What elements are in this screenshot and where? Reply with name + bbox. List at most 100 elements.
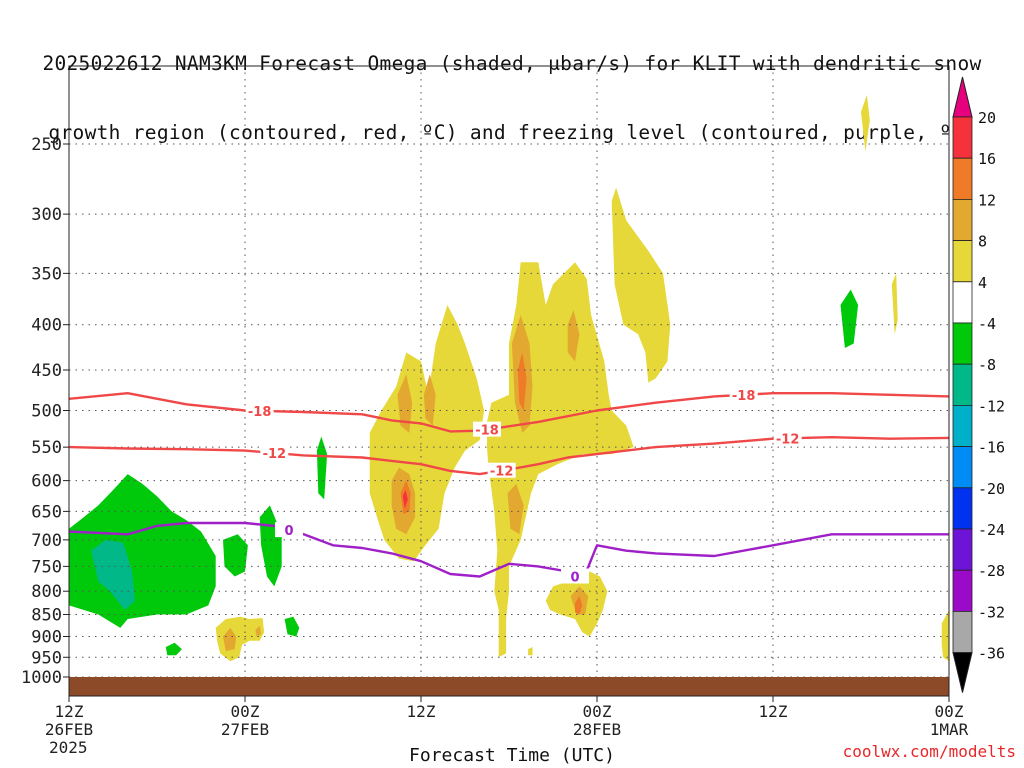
colorbar-swatch-1 <box>952 116 973 159</box>
colorbar-label: 20 <box>978 109 996 127</box>
plot-border <box>68 65 950 697</box>
title-line-2: growth region (contoured, red, ºC) and f… <box>48 121 976 144</box>
x-tick-label: 1MAR <box>930 720 969 739</box>
contour-label--12: -12 <box>263 447 287 462</box>
contour-label-0: 0 <box>570 571 579 586</box>
omega-region-4 <box>316 436 328 500</box>
colorbar-swatch-4 <box>952 240 973 283</box>
y-tick-label: 950 <box>31 648 62 668</box>
omega-shading <box>69 94 949 662</box>
contour-label-bg <box>561 568 589 584</box>
contour-label-bg <box>275 522 303 538</box>
omega-region-12 <box>215 616 265 662</box>
omega-region-18 <box>397 374 413 433</box>
omega-region-22 <box>507 483 524 535</box>
colorbar-label: -28 <box>978 562 1005 580</box>
omega-region-23 <box>223 627 237 652</box>
omega-region-14 <box>891 273 898 335</box>
y-tick-label: 500 <box>31 402 62 422</box>
colorbar-swatch-7 <box>952 363 973 406</box>
colorbar: 20 16 12 8 4 -4 -8 -12 -16 -20 -24 -28 -32 -36 <box>952 76 1005 693</box>
colorbar-swatch-12 <box>952 569 973 612</box>
colorbar-swatch-5 <box>952 281 973 324</box>
contour-label-bg <box>473 421 501 437</box>
omega-region-8 <box>369 305 485 562</box>
y-tick-label: 400 <box>31 316 62 336</box>
x-tick-label: 28FEB <box>573 720 621 739</box>
y-tick-label: 750 <box>31 557 62 577</box>
omega-region-2 <box>223 534 248 577</box>
chart-title: 2025022612 NAM3KM Forecast Omega (shaded… <box>0 6 1024 167</box>
ground-strip <box>69 677 949 696</box>
colorbar-label: -20 <box>978 480 1005 498</box>
omega-region-28 <box>575 596 583 615</box>
x-tick-label: 00Z <box>231 702 260 721</box>
colorbar-label: 4 <box>978 274 987 292</box>
title-line-1: 2025022612 NAM3KM Forecast Omega (shaded… <box>42 52 982 75</box>
omega-region-0 <box>69 474 216 628</box>
colorbar-swatch-9 <box>952 446 973 489</box>
y-axis-ticks: 2503003504004505005506006507007508008509… <box>21 135 69 688</box>
omega-region-1 <box>91 539 135 610</box>
x-tick-label: 26FEB <box>45 720 93 739</box>
omega-region-29 <box>402 490 408 509</box>
gridlines <box>69 66 949 696</box>
contour-line--18 <box>69 392 949 433</box>
colorbar-swatch-8 <box>952 404 973 447</box>
colorbar-label: -36 <box>978 645 1005 663</box>
contour-label-bg <box>245 402 274 418</box>
colorbar-top-arrow <box>952 76 973 118</box>
colorbar-label: 12 <box>978 191 996 209</box>
y-tick-label: 1000 <box>21 668 62 688</box>
plot-frame <box>68 65 950 697</box>
contour-label--12: -12 <box>776 432 800 447</box>
colorbar-swatch-10 <box>952 487 973 530</box>
y-tick-label: 450 <box>31 361 62 381</box>
omega-region-21 <box>567 310 580 362</box>
colorbar-label: 8 <box>978 233 987 251</box>
omega-region-3 <box>259 505 282 587</box>
omega-region-13 <box>861 94 870 152</box>
omega-region-16 <box>528 647 533 656</box>
x-tick-label: 00Z <box>583 702 612 721</box>
contour-lines: -18 -18 -18 -12 -12 -12 0 0 <box>69 386 949 586</box>
colorbar-label: -24 <box>978 521 1005 539</box>
contour-label--18: -18 <box>475 424 499 439</box>
contour-label-bg <box>487 462 516 478</box>
contour-label--12: -12 <box>490 465 514 480</box>
y-tick-label: 550 <box>31 438 62 458</box>
x-tick-label: 12Z <box>55 702 84 721</box>
x-tick-label: 00Z <box>935 702 964 721</box>
colorbar-label: -16 <box>978 439 1005 457</box>
contour-label-bg <box>729 386 758 402</box>
contour-label-bg <box>260 445 289 461</box>
x-tick-label: 2025 <box>49 738 88 757</box>
ground-layer <box>69 677 949 696</box>
contour-label--18: -18 <box>732 389 756 404</box>
omega-region-25 <box>255 625 262 637</box>
colorbar-label: 16 <box>978 150 996 168</box>
omega-region-6 <box>165 642 182 656</box>
credit-text: coolwx.com/modelts <box>842 742 1016 761</box>
y-tick-label: 250 <box>31 135 62 155</box>
omega-region-27 <box>517 352 527 411</box>
omega-region-5 <box>284 616 300 637</box>
colorbar-swatch-6 <box>952 322 973 365</box>
x-axis-title: Forecast Time (UTC) <box>409 745 615 766</box>
y-tick-label: 700 <box>31 531 62 551</box>
contour-label-bg <box>773 430 802 446</box>
colorbar-label: -4 <box>978 315 996 333</box>
omega-region-19 <box>423 374 436 426</box>
omega-region-7 <box>840 289 859 348</box>
contour-line-0 <box>69 521 949 583</box>
colorbar-label: -8 <box>978 356 996 374</box>
contour-label-0: 0 <box>284 524 293 539</box>
y-tick-label: 800 <box>31 582 62 602</box>
x-tick-label: 12Z <box>759 702 788 721</box>
colorbar-swatch-13 <box>952 611 973 654</box>
colorbar-label: -32 <box>978 603 1005 621</box>
y-tick-label: 300 <box>31 205 62 225</box>
x-tick-label: 27FEB <box>221 720 269 739</box>
